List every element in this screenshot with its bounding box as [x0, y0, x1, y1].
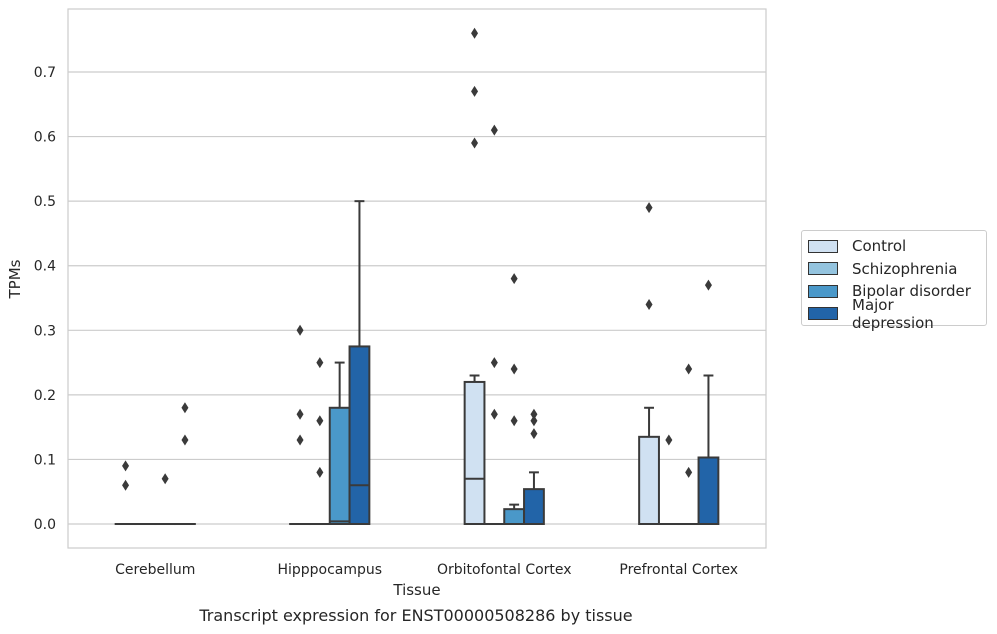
- y-axis-label: TPMs: [6, 259, 24, 299]
- outlier-point: [296, 324, 304, 336]
- legend-label: Schizophrenia: [852, 259, 958, 278]
- box-bipolar-disorder: [154, 473, 177, 526]
- outlier-point: [685, 363, 693, 375]
- box-major-depression: [174, 402, 196, 526]
- box-schizophrenia: [308, 357, 331, 526]
- legend-item: Major depression: [808, 296, 980, 332]
- legend: Control Schizophrenia Bipolar disorder Majo…: [801, 230, 987, 332]
- outlier-point: [471, 137, 479, 149]
- y-tick-label: 0.3: [34, 323, 56, 339]
- outlier-point: [704, 279, 712, 291]
- box: [697, 456, 720, 525]
- outlier-point: [122, 460, 130, 472]
- outlier-point: [181, 434, 189, 446]
- box: [463, 380, 486, 526]
- legend-label: Control: [852, 237, 907, 256]
- box: [523, 488, 545, 526]
- legend-item: Schizophrenia: [808, 258, 980, 281]
- x-tick-label: Prefrontal Cortex: [619, 562, 738, 578]
- x-tick-label: Cerebellum: [115, 562, 195, 578]
- x-tick-labels: Cerebellum Hipppocampus Orbitofontal Corte…: [115, 562, 738, 578]
- y-tick-labels: 0.0 0.1 0.2 0.3 0.4 0.5 0.6 0.7: [34, 65, 56, 533]
- outlier-point: [665, 434, 673, 446]
- box-schizophrenia: [657, 434, 680, 526]
- outlier-point: [181, 402, 189, 414]
- y-tick-label: 0.1: [34, 452, 56, 468]
- outlier-point: [471, 27, 479, 39]
- outlier-point: [530, 415, 538, 427]
- outlier-point: [296, 408, 304, 420]
- x-tick-label: Hipppocampus: [277, 562, 382, 578]
- outlier-point: [316, 357, 324, 369]
- outlier-point: [161, 473, 169, 485]
- y-tick-label: 0.4: [34, 259, 56, 275]
- box-major-depression: [348, 200, 371, 525]
- y-tick-label: 0.2: [34, 388, 56, 404]
- plot-frame: [67, 8, 767, 549]
- outlier-point: [530, 428, 538, 440]
- box: [328, 406, 351, 525]
- box-control: [114, 460, 137, 526]
- outlier-point: [316, 466, 324, 478]
- chart-caption: Transcript expression for ENST0000050828…: [199, 606, 633, 625]
- legend-swatch: [808, 239, 838, 253]
- outlier-point: [316, 415, 324, 427]
- gridlines: [68, 71, 766, 525]
- box-control: [638, 202, 660, 526]
- box-major-depression: [697, 279, 720, 525]
- x-tick-label: Orbitofontal Cortex: [437, 562, 572, 578]
- outlier-point: [490, 357, 498, 369]
- box: [638, 435, 660, 526]
- box-bipolar-disorder: [328, 361, 351, 525]
- x-axis-label: Tissue: [392, 581, 440, 599]
- outlier-point: [510, 363, 518, 375]
- legend-item: Control: [808, 235, 980, 258]
- legend-label: Bipolar disorder: [852, 282, 971, 301]
- y-tick-label: 0.6: [34, 130, 56, 146]
- legend-label: Major depression: [852, 295, 934, 332]
- outlier-point: [471, 85, 479, 97]
- y-tick-label: 0.7: [34, 65, 56, 81]
- outlier-point: [510, 415, 518, 427]
- box-schizophrenia: [483, 124, 506, 526]
- outlier-point: [510, 273, 518, 285]
- legend-swatch: [808, 284, 838, 298]
- outlier-point: [490, 408, 498, 420]
- outlier-point: [685, 466, 693, 478]
- outlier-point: [645, 202, 653, 214]
- outlier-point: [530, 408, 538, 420]
- y-tick-label: 0.0: [34, 517, 56, 533]
- legend-item: Bipolar disorder: [808, 280, 980, 303]
- box: [348, 345, 371, 525]
- outlier-point: [296, 434, 304, 446]
- outlier-point: [122, 479, 130, 491]
- outlier-point: [490, 124, 498, 136]
- box-series: [114, 27, 720, 526]
- box: [503, 508, 526, 525]
- outlier-point: [645, 298, 653, 310]
- box-bipolar-disorder: [677, 363, 700, 526]
- box-bipolar-disorder: [503, 273, 526, 525]
- box-control: [463, 27, 486, 526]
- y-tick-label: 0.5: [34, 194, 56, 210]
- box-major-depression: [523, 408, 545, 526]
- legend-swatch: [808, 262, 838, 276]
- legend-swatch: [808, 307, 838, 321]
- box-control: [289, 324, 311, 526]
